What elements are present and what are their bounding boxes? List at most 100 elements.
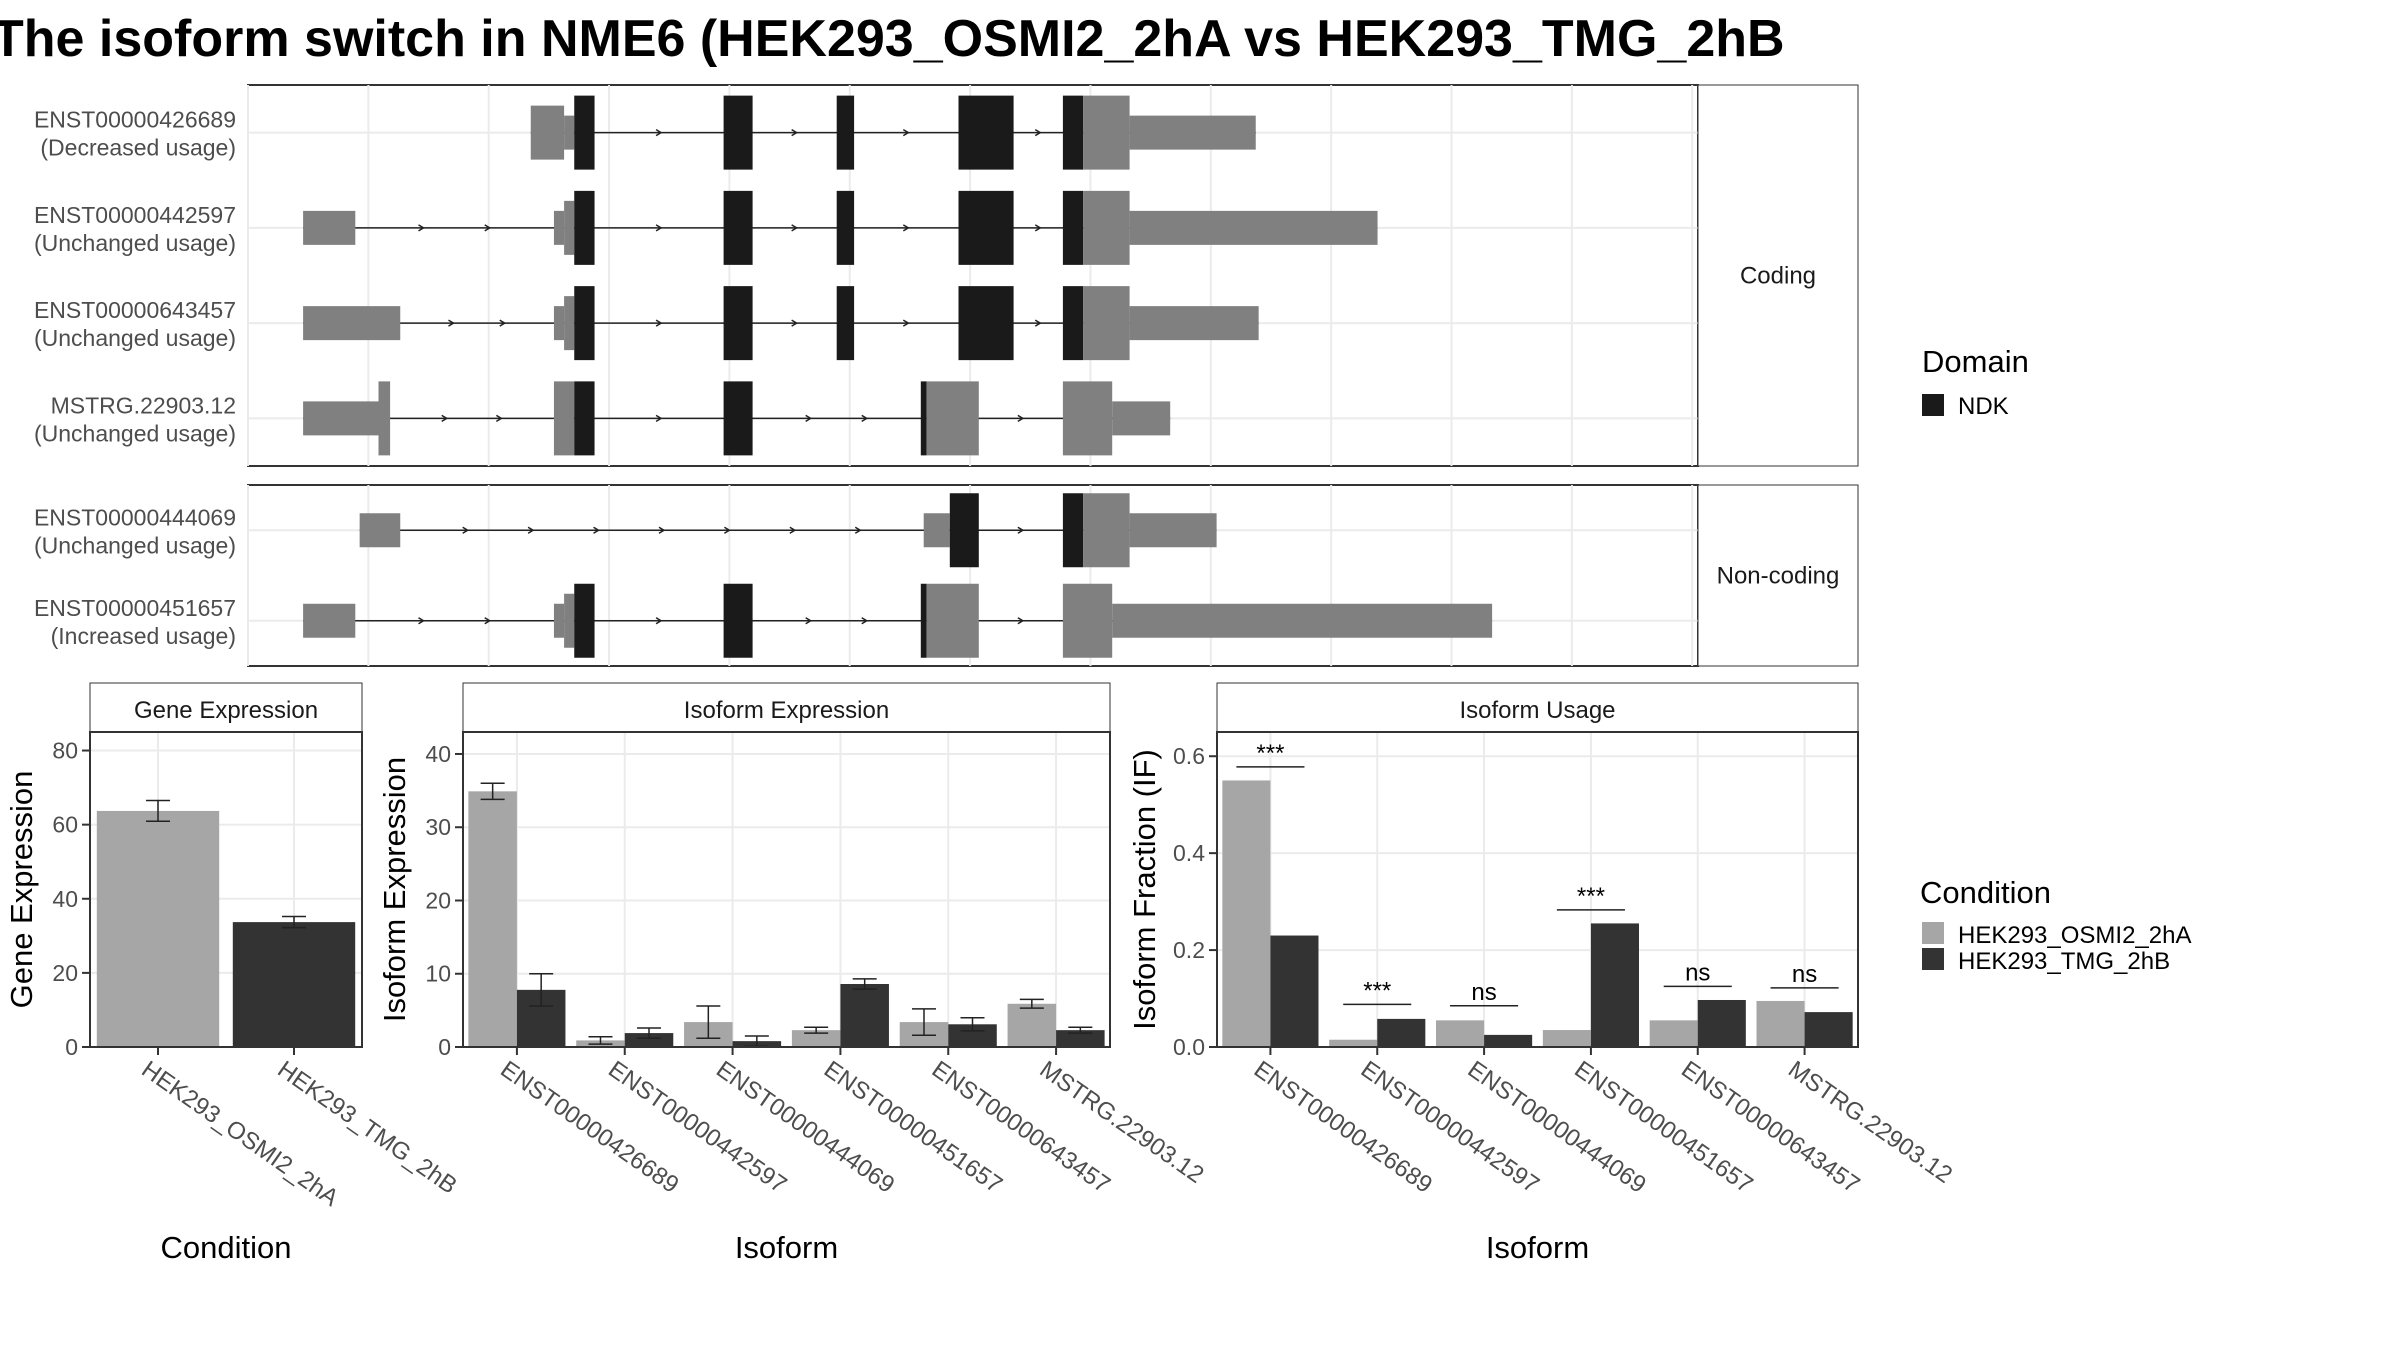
- x-tick-label: ENST00000444069: [1463, 1056, 1651, 1199]
- bar: [1590, 923, 1639, 1047]
- intron-direction-arrow: [1017, 526, 1025, 534]
- y-tick-label: 0.0: [1173, 1034, 1205, 1060]
- exon-segment: [1129, 513, 1217, 548]
- bar-panel-title: Isoform Usage: [1459, 697, 1615, 724]
- bar: [1377, 1018, 1426, 1047]
- x-tick-label: ENST00000444069: [711, 1056, 899, 1199]
- intron-direction-arrow: [593, 526, 601, 534]
- y-tick-label: 0: [65, 1034, 78, 1060]
- exon-segment: [1129, 306, 1259, 341]
- bar-plot-background: [1217, 732, 1858, 1047]
- exon-segment: [1129, 115, 1256, 150]
- exon-segment: [1112, 401, 1171, 436]
- exon-domain-segment: [574, 381, 595, 456]
- expression-bar-panels: Gene Expression020406080HEK293_OSMI2_2hA…: [4, 682, 1957, 1265]
- intron-direction-arrow: [655, 224, 663, 232]
- bar-panel-border: [462, 731, 1111, 1048]
- bar-panel-border: [89, 731, 363, 1048]
- domain-legend-label: NDK: [1958, 393, 2009, 420]
- bar-panel-strip: [462, 682, 1111, 733]
- isoform-usage-label: (Unchanged usage): [34, 420, 236, 446]
- intron-direction-arrow: [1034, 224, 1042, 232]
- x-axis-title: Isoform: [735, 1230, 838, 1265]
- y-axis-title: Isoform Expression: [377, 757, 412, 1022]
- y-tick-label: 80: [52, 738, 78, 764]
- exon-domain-segment: [723, 583, 753, 658]
- exon-segment: [1083, 95, 1130, 170]
- x-axis-title: Isoform: [1486, 1230, 1589, 1265]
- bar: [624, 1033, 674, 1047]
- exon-domain-segment: [836, 286, 855, 361]
- isoform-usage-label: (Unchanged usage): [34, 230, 236, 256]
- x-tick-label: ENST00000426689: [495, 1056, 683, 1199]
- bar: [1649, 1020, 1698, 1047]
- y-tick-label: 40: [52, 886, 78, 912]
- intron-direction-arrow: [861, 617, 869, 625]
- bar: [1007, 1003, 1057, 1047]
- x-tick-label: ENST00000643457: [1676, 1056, 1864, 1199]
- exon-segment: [564, 593, 575, 648]
- condition-legend-title: Condition: [1920, 875, 2051, 910]
- bar: [1270, 935, 1319, 1047]
- y-axis-title: Isoform Fraction (IF): [1127, 749, 1162, 1030]
- y-tick-label: 0: [438, 1034, 451, 1060]
- y-tick-label: 30: [425, 814, 451, 840]
- exon-segment: [1112, 603, 1493, 638]
- exon-segment: [564, 200, 575, 255]
- intron-direction-arrow: [861, 414, 869, 423]
- exon-segment: [1129, 210, 1378, 245]
- isoform-row-label: ENST00000643457: [34, 297, 236, 323]
- bar-panel-border: [1216, 731, 1859, 1048]
- exon-segment: [303, 306, 401, 341]
- exon-domain-segment: [949, 493, 979, 568]
- domain-legend-title: Domain: [1922, 344, 2029, 379]
- bar: [1056, 1030, 1105, 1047]
- x-axis-title: Condition: [161, 1230, 292, 1265]
- intron-direction-arrow: [791, 224, 799, 232]
- condition-legend-swatch: [1922, 922, 1944, 944]
- x-tick-label: ENST00000442597: [603, 1056, 791, 1199]
- exon-domain-segment: [723, 286, 753, 361]
- exon-segment: [553, 306, 565, 341]
- exon-domain-segment: [574, 286, 595, 361]
- intron-direction-arrow: [448, 319, 455, 327]
- significance-label: ns: [1685, 959, 1710, 986]
- y-axis-title: Gene Expression: [4, 771, 39, 1009]
- intron-direction-arrow: [854, 526, 862, 534]
- exon-domain-segment: [574, 190, 595, 265]
- intron-direction-arrow: [805, 414, 813, 423]
- significance-label: ***: [1256, 740, 1284, 767]
- bar: [840, 984, 889, 1047]
- y-tick-label: 10: [425, 961, 451, 987]
- exon-segment: [1062, 583, 1113, 658]
- y-tick-label: 0.2: [1173, 937, 1205, 963]
- intron-direction-arrow: [902, 224, 910, 232]
- bar: [1329, 1039, 1378, 1047]
- intron-direction-arrow: [484, 224, 492, 232]
- exon-domain-segment: [723, 95, 753, 170]
- intron-direction-arrow: [495, 414, 503, 423]
- intron-direction-arrow: [1017, 617, 1025, 625]
- intron-direction-arrow: [791, 128, 799, 137]
- y-tick-label: 20: [425, 887, 451, 913]
- exon-segment: [553, 210, 565, 245]
- intron-direction-arrow: [1034, 319, 1042, 327]
- exon-segment: [923, 513, 950, 548]
- exon-domain-segment: [836, 190, 855, 265]
- exon-domain-segment: [1062, 493, 1084, 568]
- exon-domain-segment: [836, 95, 855, 170]
- intron-direction-arrow: [655, 319, 663, 327]
- intron-direction-arrow: [1017, 414, 1025, 423]
- x-tick-label: ENST00000426689: [1249, 1056, 1437, 1199]
- y-tick-label: 60: [52, 812, 78, 838]
- isoform-usage-label: (Decreased usage): [40, 135, 236, 161]
- intron-direction-arrow: [655, 128, 663, 137]
- condition-legend-label: HEK293_TMG_2hB: [1958, 948, 2170, 975]
- bar: [791, 1030, 841, 1047]
- intron-direction-arrow: [441, 414, 449, 423]
- intron-direction-arrow: [658, 526, 666, 534]
- exon-segment: [553, 381, 575, 456]
- exon-domain-segment: [958, 286, 1014, 361]
